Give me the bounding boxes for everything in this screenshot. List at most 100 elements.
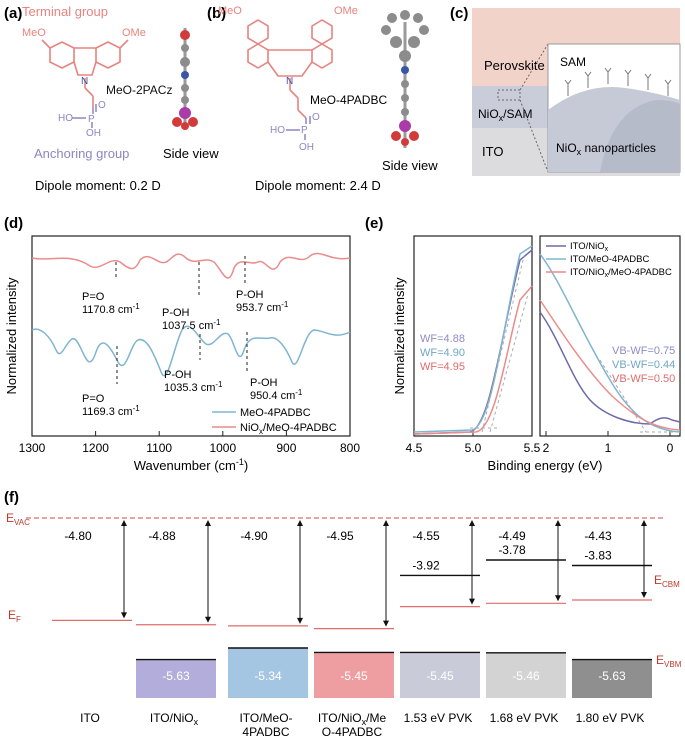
ftir-peak-assignment: P-OH xyxy=(164,369,192,381)
ups-left-curve-niox-sam xyxy=(413,285,533,435)
molecule-name-a: MeO-2PACz xyxy=(106,83,172,97)
ho-text-b: HO xyxy=(270,125,285,136)
ftir-tick-label: 900 xyxy=(276,441,296,455)
arrow-head-down xyxy=(641,592,647,598)
ftir-legend: MeO-4PADBC NiOx/MeO-4PADBC xyxy=(212,407,337,436)
ftir-peak-assignment: P-OH xyxy=(162,307,190,319)
work-function-value: WF=4.90 xyxy=(420,347,465,359)
column-name: 1.53 eV PVK xyxy=(404,711,473,725)
ftir-tick-label: 1100 xyxy=(146,441,172,455)
arrow-head-up xyxy=(205,520,211,526)
arrow-head-down xyxy=(205,616,211,623)
evbm-label: EVBM xyxy=(656,653,682,669)
legend-text-ito-niox-sam: ITO/NiOx/MeO-4PADBC xyxy=(570,267,672,279)
ups-right-fit-lines xyxy=(599,359,680,433)
ftir-tick-label: 800 xyxy=(340,441,360,455)
anchoring-group-structure-b xyxy=(286,116,311,140)
panel-e: (e) Normalized intensity 4.5 5.0 5.5 2 1 0 Bi… xyxy=(365,215,681,473)
ftir-peak-assignment: P-OH xyxy=(250,377,278,389)
panel-a: (a) Terminal group MeO OMe N MeO-2PACz P… xyxy=(4,4,219,193)
ome-right-text-b: OMe xyxy=(334,5,358,17)
terminal-group-label: Terminal group xyxy=(22,4,108,19)
ups-ylabel: Normalized intensity xyxy=(392,277,407,395)
ftir-peak-wavenumber: 1170.8 cm-1 xyxy=(82,302,140,316)
arrow-head-up xyxy=(555,520,561,526)
arrow-head-down xyxy=(469,598,475,605)
panel-c-label: (c) xyxy=(450,5,468,22)
ups-right-curve-niox-sam xyxy=(539,299,681,431)
cbm-value: -3.78 xyxy=(498,543,526,557)
work-function-value: -4.55 xyxy=(412,529,440,543)
ftir-axes-frame xyxy=(31,235,351,437)
ftir-peak-wavenumber: 950.4 cm-1 xyxy=(250,388,303,402)
n-atom-text: N xyxy=(81,76,88,87)
o-atom-a: O xyxy=(98,100,106,111)
ups-tick-label: 0 xyxy=(667,441,674,455)
vbm-value: -5.34 xyxy=(254,669,282,683)
column-name-line2: O-4PADBC xyxy=(322,725,383,739)
work-function-value: WF=4.95 xyxy=(420,361,465,373)
ftir-peak-wavenumber: 953.7 cm-1 xyxy=(236,300,289,314)
vbm-value: -5.45 xyxy=(426,669,454,683)
ups-right-curve-sam xyxy=(539,253,681,433)
ftir-peak-assignment: P=O xyxy=(82,291,105,303)
vbm-box xyxy=(314,652,394,698)
work-function-value: -4.43 xyxy=(584,529,612,543)
perovskite-label: Perovskite xyxy=(484,58,545,73)
column-name: ITO/MeO- xyxy=(239,711,292,725)
oh-text-b: OH xyxy=(299,142,314,153)
ftir-peak-wavenumber: 1035.3 cm-1 xyxy=(164,380,223,394)
column-name-line2: 4PADBC xyxy=(242,725,289,739)
panel-a-label: (a) xyxy=(4,5,22,22)
work-function-value: -4.88 xyxy=(148,529,176,543)
ups-vbwf-values: VB-WF=0.75 VB-WF=0.44 VB-WF=0.50 xyxy=(612,345,675,385)
panel-b-label: (b) xyxy=(207,5,226,22)
vbm-box xyxy=(228,648,308,698)
o-atom-b: O xyxy=(312,112,320,123)
ftir-peak-wavenumber: 1169.3 cm-1 xyxy=(82,404,140,418)
ho-text-a: HO xyxy=(58,113,73,124)
arrow-head-up xyxy=(641,520,647,526)
ups-wf-values: WF=4.88 WF=4.90 WF=4.95 xyxy=(420,333,465,373)
ftir-ylabel: Normalized intensity xyxy=(4,277,19,395)
arrow-head-up xyxy=(383,520,389,526)
vbm-value: -5.46 xyxy=(512,669,540,683)
panel-f: (f) EVAC EF ECBM EVBM -4.80 ITO -4.88 -5.63… xyxy=(4,489,682,739)
column-name: 1.80 eV PVK xyxy=(576,711,645,725)
side-view-label-a: Side view xyxy=(163,146,219,161)
work-function-value: -4.90 xyxy=(240,529,268,543)
ups-xlabel: Binding energy (eV) xyxy=(488,458,603,473)
vbm-box xyxy=(400,652,480,698)
niox-sam-label: NiOx/SAM xyxy=(478,107,533,123)
cbm-value: -3.83 xyxy=(584,549,612,563)
ftir-xlabel: Wavenumber (cm-1) xyxy=(134,457,248,473)
vbm-box xyxy=(136,659,216,698)
panel-f-label: (f) xyxy=(4,489,19,506)
ftir-curve-sam xyxy=(31,325,351,377)
ups-left-fit-lines xyxy=(470,255,529,433)
ups-tick-label: 2 xyxy=(543,441,550,455)
meo-left-text: MeO xyxy=(22,27,46,39)
valence-band-value: VB-WF=0.50 xyxy=(612,373,675,385)
ito-label: ITO xyxy=(482,144,503,159)
legend-text-sam: MeO-4PADBC xyxy=(240,407,311,419)
vbm-value: -5.63 xyxy=(598,669,626,683)
ups-tick-label: 5.0 xyxy=(465,441,482,455)
legend-text-ito-niox: ITO/NiOx xyxy=(570,241,609,253)
ftir-curve-niox xyxy=(31,252,351,279)
oh-text-a: OH xyxy=(86,128,101,139)
legend-text-ito-sam: ITO/MeO-4PADBC xyxy=(570,254,649,265)
ups-tick-label: 4.5 xyxy=(406,441,423,455)
ups-right-frame xyxy=(539,235,681,437)
anchoring-group-label: Anchoring group xyxy=(34,146,129,161)
vbm-box xyxy=(572,659,652,698)
work-function-value: -4.95 xyxy=(326,529,354,543)
panel-d-label: (d) xyxy=(4,215,23,232)
ftir-peak-wavenumber: 1037.5 cm-1 xyxy=(162,318,221,332)
work-function-value: -4.49 xyxy=(498,529,526,543)
valence-band-value: VB-WF=0.44 xyxy=(612,359,675,371)
sam-molecules xyxy=(564,67,672,96)
vbm-value: -5.63 xyxy=(162,669,190,683)
valence-band-value: VB-WF=0.75 xyxy=(612,345,675,357)
